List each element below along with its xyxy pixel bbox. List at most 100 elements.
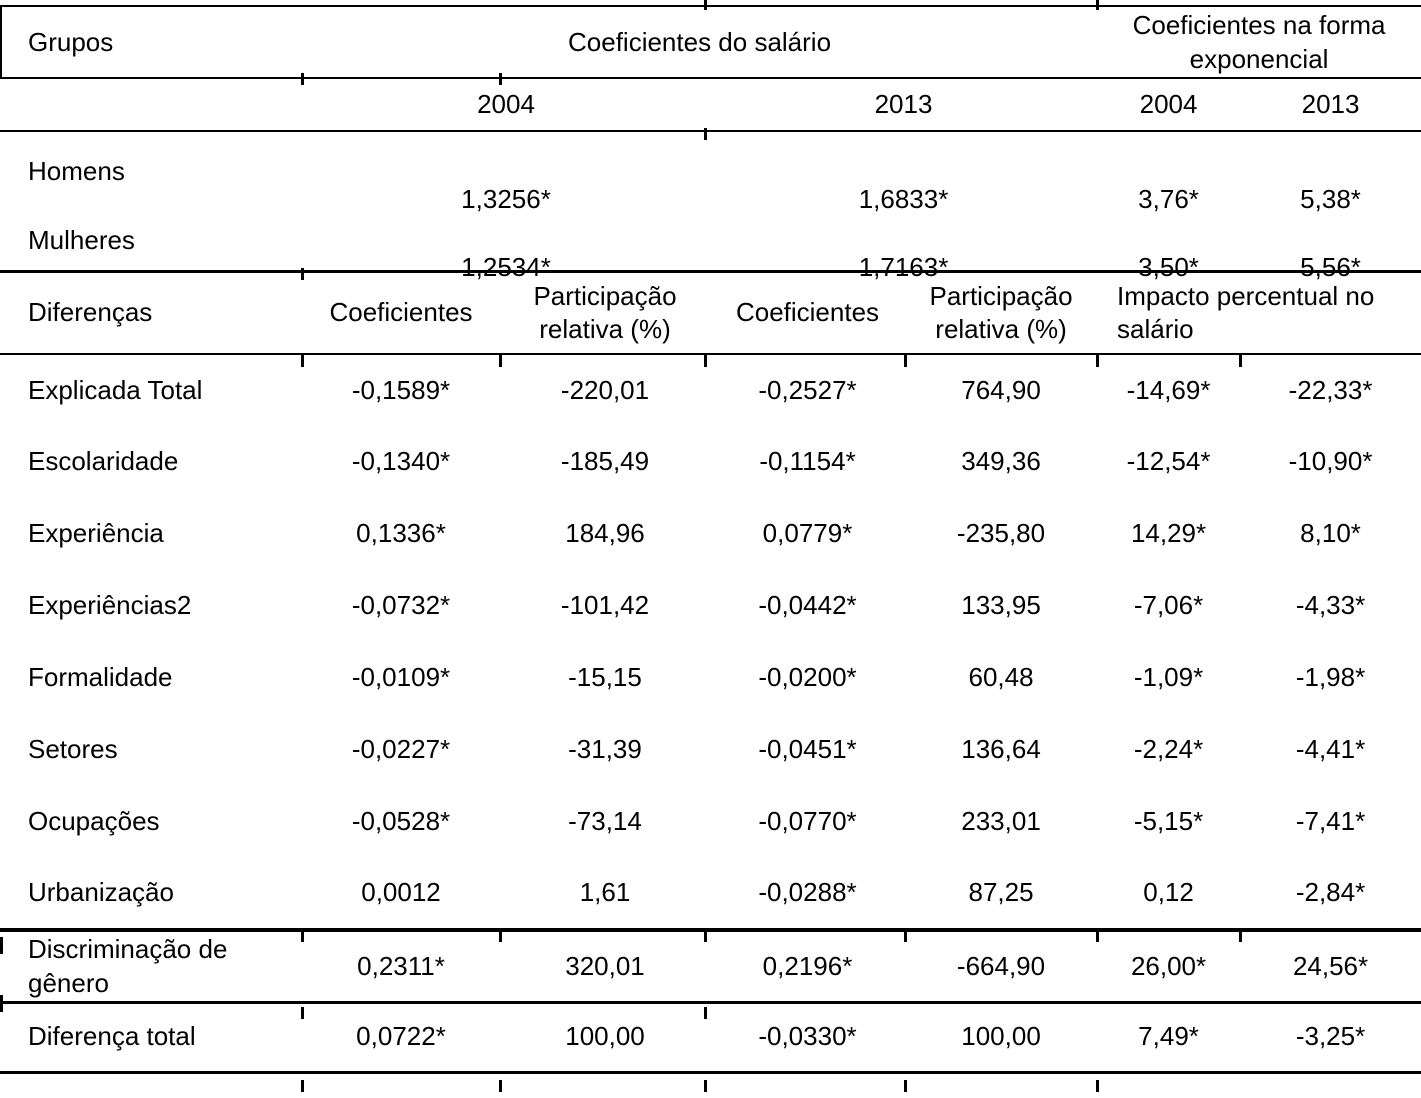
table-cell: -5,15* [1133,806,1204,837]
table-cell: -0,0200* [758,662,857,693]
border-tick [499,73,502,85]
cell-value: 1,3256* [461,183,551,214]
cell-value: 3,50* [1138,252,1199,283]
border-tick [301,355,304,367]
differences-header: Diferenças [0,271,302,355]
table-cell: 3,76* [1097,131,1240,214]
row-label: Setores [28,734,118,765]
cell-value: 1,6833* [858,183,949,214]
table-cell: -664,90 [905,930,1098,1004]
table-cell: 1,2534* [302,201,710,282]
groups-header-row: Grupos Coeficientes do salário Coeficien… [0,6,1421,79]
border-tick [704,1080,707,1092]
exponential-coefficients-header: Coeficientes na forma exponencial [1097,6,1421,79]
table-cell: -10,90* [1288,446,1373,477]
table-cell: -4,41* [1295,734,1366,765]
cell-value: 3,76* [1138,183,1199,214]
table-cell: -235,80 [956,518,1046,549]
table-row-ocupacoes: Ocupações -0,0528* -73,14 -0,0770* 233,0… [0,786,1421,858]
table-cell: -0,0227* [351,734,451,765]
table-cell: 1,61 [500,858,710,932]
table-row-escolaridade: Escolaridade -0,1340* -185,49 -0,1154* 3… [0,426,1421,498]
left-border-segment [0,937,3,954]
table-cell: -0,0451* [758,734,857,765]
border-tick [1096,0,1099,10]
table-cell: 1,3256* [302,131,710,214]
row-label: Explicada Total [28,374,203,405]
border-tick [1096,1080,1099,1092]
table-row-urbanizacao: Urbanização 0,0012 1,61 -0,0288* 87,25 0… [0,858,1421,932]
table-row-diferenca-total: Diferença total 0,0722* 100,00 -0,0330* … [0,1002,1421,1074]
table-cell: -0,0732* [351,590,451,621]
table-cell: -0,2527* [758,374,857,405]
table-cell: 233,01 [961,806,1041,837]
border-tick [904,930,907,942]
table-cell: -0,0442* [758,590,857,621]
table-cell: -0,0288* [710,858,905,932]
table-cell: 87,25 [905,858,1098,932]
table-cell: -0,0109* [351,662,451,693]
border-tick [904,1080,907,1092]
table-cell: 184,96 [565,518,645,549]
relative-share-2013-header: Participação relativa (%) [905,271,1098,355]
differences-header-row: Diferenças Coeficientes Participação rel… [0,271,1421,355]
groups-header: Grupos [0,6,302,79]
border-tick [704,1007,707,1019]
table-cell: 8,10* [1300,518,1361,549]
table-cell: 0,2311* [302,930,500,1004]
table-cell: 0,2196* [710,930,905,1004]
table-cell: -3,25* [1240,1002,1421,1074]
table-row-experiencias2: Experiências2 -0,0732* -101,42 -0,0442* … [0,570,1421,642]
table-cell: -15,15 [568,662,642,693]
table-row-homens: Homens 1,3256* 1,6833* 3,76* 5,38* [0,131,1421,214]
table-cell: 3,50* [1097,201,1241,282]
table-cell: -0,1340* [351,446,451,477]
table-cell: 0,0012 [302,858,500,932]
table-cell: -0,1589* [351,374,451,405]
years-header-row: 2004 2013 2004 2013 [0,78,1421,132]
border-tick [301,930,304,942]
border-tick [704,930,707,942]
table-cell: 349,36 [961,446,1041,477]
table-row-mulheres: Mulheres 1,2534* 1,7163* 3,50* 5,56* [0,201,1421,282]
exp-year-2004-header: 2004 [1097,78,1241,132]
border-tick [704,128,707,140]
border-tick [704,0,707,10]
table-cell: -101,42 [560,590,650,621]
cell-value: 1,2534* [461,252,551,283]
border-tick [499,355,502,367]
wage-year-2013-header: 2013 [710,78,1098,132]
border-tick [499,1080,502,1092]
table-cell: -22,33* [1288,374,1373,405]
row-label: Experiências2 [28,590,192,621]
table-cell: 5,56* [1240,201,1421,282]
row-label: Discriminação de gênero [0,930,302,1004]
table-cell: 0,12 [1097,858,1241,932]
table-cell: 14,29* [1130,518,1207,549]
table-cell: 0,1336* [356,518,446,549]
wage-decomposition-table: Grupos Coeficientes do salário Coeficien… [0,5,1421,1074]
table-cell: -31,39 [568,734,642,765]
table-cell: 0,0779* [762,518,853,549]
table-cell: -12,54* [1126,446,1211,477]
border-tick [1239,930,1242,942]
coefficients-2013-header: Coeficientes [710,271,905,355]
table-row-explicada-total: Explicada Total -0,1589* -220,01 -0,2527… [0,354,1421,426]
table-cell: 1,7163* [710,201,1098,282]
table-cell: 100,00 [500,1002,710,1074]
border-tick [1096,355,1099,367]
table-cell: 764,90 [961,374,1041,405]
table-cell: 0,0722* [302,1002,500,1074]
exp-year-2013-header: 2013 [1240,78,1421,132]
table-cell: -0,0770* [758,806,857,837]
cell-value: 5,56* [1300,252,1361,283]
table-cell: 60,48 [968,662,1034,693]
relative-share-2004-header: Participação relativa (%) [500,271,710,355]
border-tick [301,73,304,85]
table-cell: -2,24* [1133,734,1204,765]
table-cell: 320,01 [500,930,710,1004]
table-cell: -73,14 [568,806,642,837]
table-row-experiencia: Experiência 0,1336* 184,96 0,0779* -235,… [0,498,1421,570]
row-label: Diferença total [0,1002,302,1074]
